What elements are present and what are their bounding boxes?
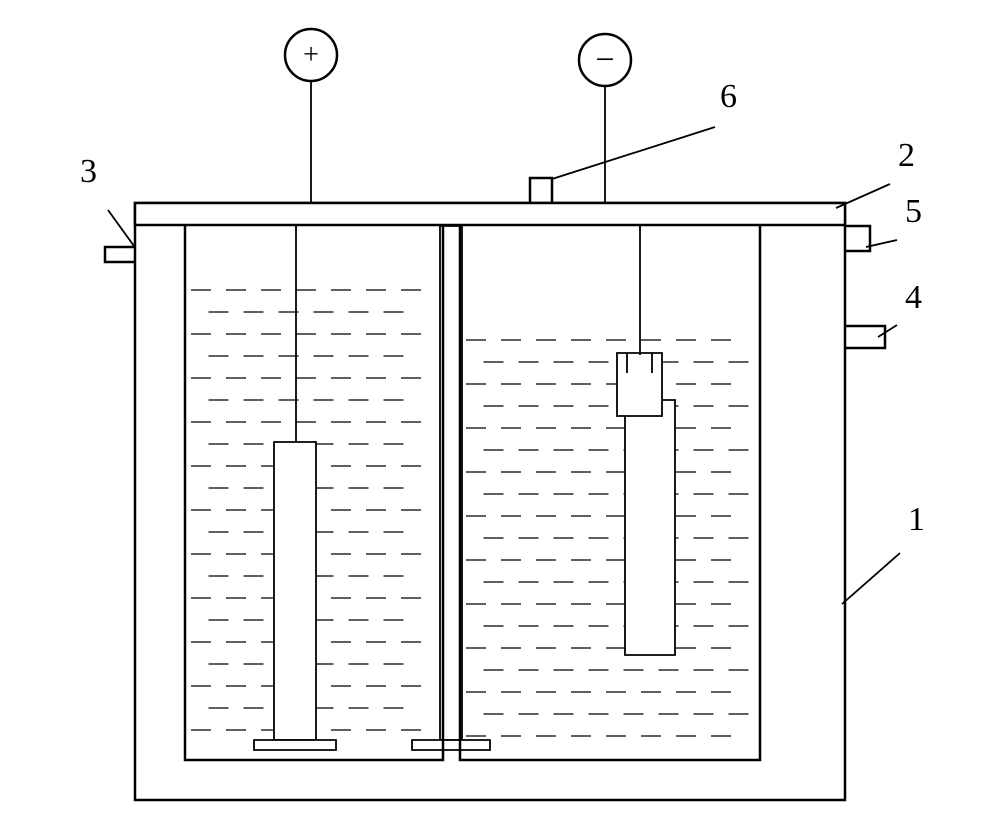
label-6: 6 <box>720 78 737 115</box>
lid <box>135 203 845 225</box>
leader-3 <box>108 210 134 246</box>
top-port <box>530 178 552 203</box>
label-5: 5 <box>905 193 922 230</box>
label-4: 4 <box>905 279 922 316</box>
inner-beaker-right <box>460 226 760 760</box>
minus-symbol: − <box>595 42 614 79</box>
left-electrode <box>274 442 316 740</box>
handle-left <box>105 247 135 262</box>
leader-2 <box>836 184 890 208</box>
diagram-svg: + − 1 2 3 4 5 6 <box>0 0 1000 838</box>
leader-1 <box>842 553 900 604</box>
left-electrode-base <box>254 740 336 750</box>
right-electrode-cap <box>617 353 662 416</box>
plus-symbol: + <box>303 40 319 71</box>
label-3: 3 <box>80 153 97 190</box>
outer-vessel <box>135 203 845 800</box>
leader-6 <box>552 127 715 179</box>
center-base <box>412 740 490 750</box>
right-electrode <box>625 400 675 655</box>
diagram-root: + − 1 2 3 4 5 6 <box>0 0 1000 838</box>
label-2: 2 <box>898 137 915 174</box>
label-1: 1 <box>908 501 925 538</box>
